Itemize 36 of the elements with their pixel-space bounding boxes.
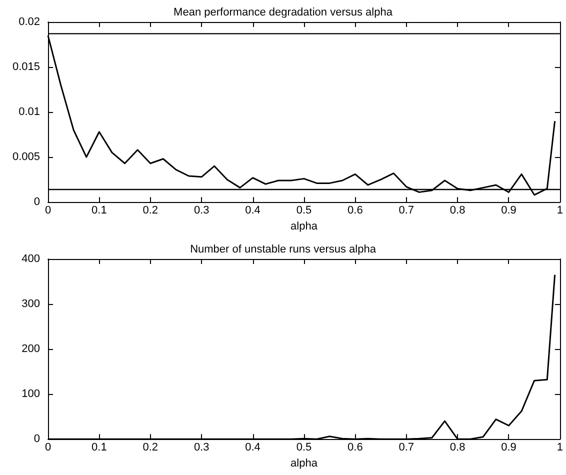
x-tick-label: 0.7 (398, 204, 414, 217)
x-tick-label: 0.5 (296, 204, 312, 217)
y-tick-label: 100 (22, 388, 40, 400)
y-tick-label: 0 (34, 433, 40, 446)
x-tick-label: 0.4 (245, 204, 260, 217)
x-tick-label: 1 (556, 204, 564, 217)
x-tick-label: 0.8 (450, 442, 466, 454)
y-tick-label: 0.01 (18, 106, 40, 118)
x-tick-label: 0.4 (245, 442, 260, 454)
x-tick-label: 0.6 (348, 442, 363, 454)
x-tick-label: 0.8 (450, 204, 466, 217)
y-tick-label: 0.005 (12, 151, 40, 164)
y-tick-label: 300 (22, 298, 40, 310)
x-tick-label: 0 (44, 442, 52, 454)
x-tick-label: 0.3 (194, 442, 210, 454)
y-tick-label: 0.02 (18, 16, 40, 28)
x-axis-title: alpha (290, 458, 318, 470)
x-tick-label: 0.1 (92, 442, 107, 454)
x-tick-label: 0.9 (501, 204, 516, 217)
x-tick-label: 0.2 (142, 442, 158, 454)
x-axis-title: alpha (290, 220, 318, 232)
x-tick-label: 0.1 (92, 204, 107, 217)
chart-title: Mean performance degradation versus alpha (174, 6, 394, 18)
x-tick-label: 0 (44, 204, 52, 217)
x-tick-label: 1 (556, 442, 564, 454)
chart-title: Number of unstable runs versus alpha (190, 244, 377, 256)
x-tick-label: 0.6 (348, 204, 363, 217)
y-tick-label: 200 (22, 343, 40, 356)
x-tick-label: 0.3 (194, 204, 210, 217)
x-tick-label: 0.5 (296, 442, 312, 454)
x-tick-label: 0.9 (501, 442, 516, 454)
y-tick-label: 400 (22, 253, 40, 265)
x-tick-label: 0.7 (398, 442, 414, 454)
y-tick-label: 0.015 (12, 61, 40, 74)
x-tick-label: 0.2 (142, 204, 158, 217)
y-tick-label: 0 (34, 196, 40, 208)
